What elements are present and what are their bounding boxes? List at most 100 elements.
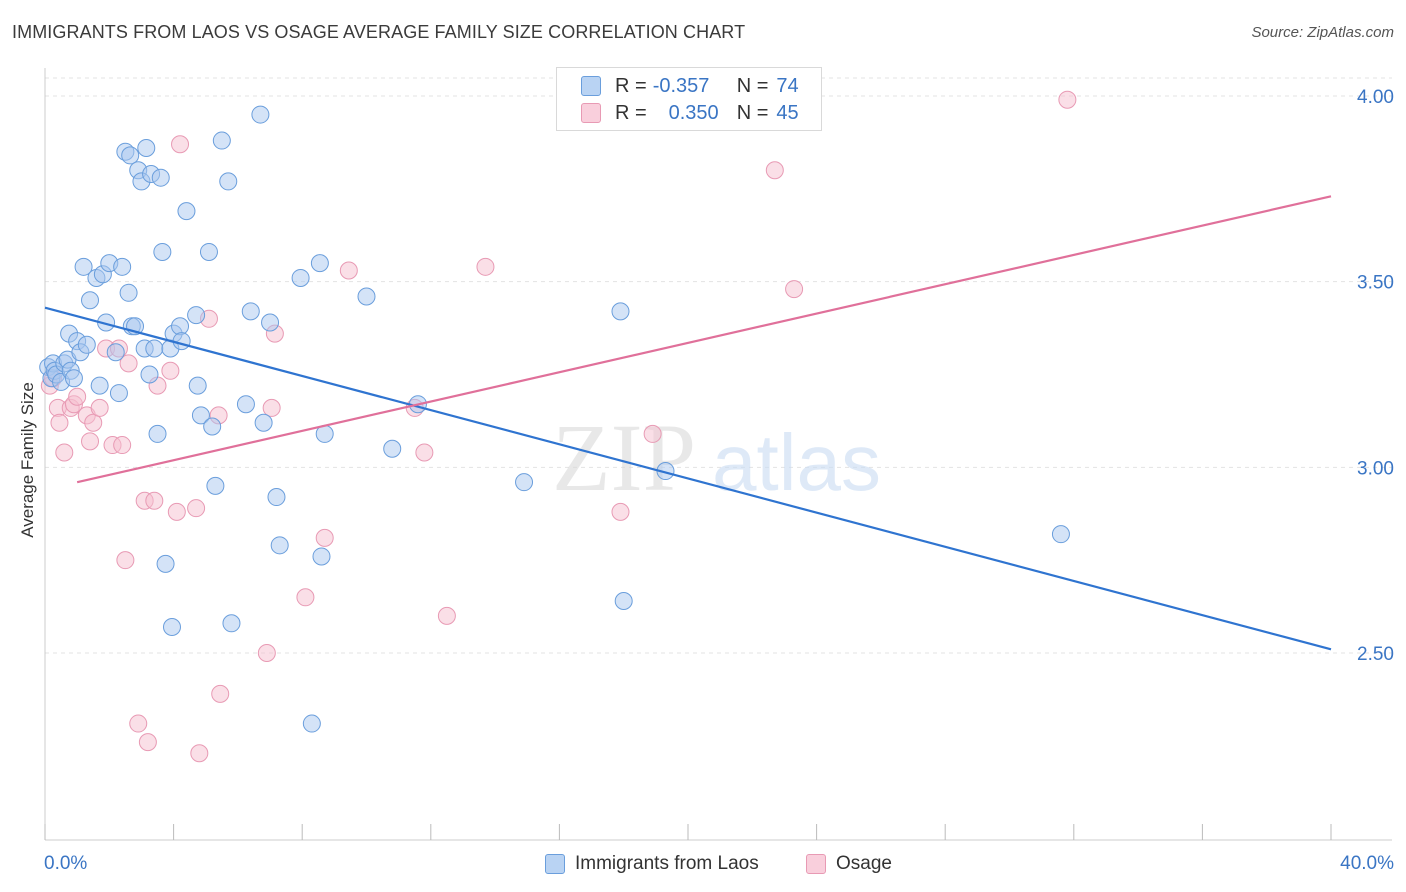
laos-point [106, 343, 125, 362]
laos-point [611, 302, 630, 321]
legend-r-value: -0.357 [652, 74, 710, 97]
laos-point [219, 172, 238, 191]
watermark: ZIP atlas [552, 404, 881, 511]
laos-point [188, 376, 207, 395]
laos-point [291, 268, 310, 287]
legend-n-value: 74 [776, 74, 799, 97]
osage-point [296, 588, 315, 607]
y-axis-label: Average Family Size [18, 382, 37, 538]
laos-point [206, 476, 225, 495]
y-tick-label: 4.00 [1357, 87, 1394, 108]
laos-point [515, 473, 534, 492]
osage-point [611, 502, 630, 521]
bottom-legend-swatch-blue [545, 854, 565, 874]
osage-point [171, 135, 190, 154]
laos-point [148, 424, 167, 443]
legend-r-value: 0.350 [668, 101, 719, 124]
watermark-atlas: atlas [712, 418, 881, 507]
y-tick-label: 3.00 [1357, 458, 1394, 479]
laos-point [113, 257, 132, 276]
laos-point [312, 547, 331, 566]
laos-point [153, 242, 172, 261]
laos-point [64, 369, 83, 388]
laos-point [261, 313, 280, 332]
osage-point [55, 443, 74, 462]
osage-point [415, 443, 434, 462]
y-tick-label: 2.50 [1357, 644, 1394, 665]
correlation-legend: R = -0.357 N = 74 R = 0.350 N = 45 [556, 67, 822, 131]
laos-point [109, 384, 128, 403]
x-tick-label-start: 0.0% [44, 853, 87, 874]
bottom-legend-swatch-pink [806, 854, 826, 874]
laos-point [241, 302, 260, 321]
legend-row-laos: R = -0.357 N = 74 [581, 74, 799, 98]
legend-r-label: R = [615, 101, 647, 124]
laos-point [191, 406, 210, 425]
laos-point [302, 714, 321, 733]
laos-point [137, 138, 156, 157]
laos-point [267, 488, 286, 507]
osage-point [161, 361, 180, 380]
osage-point [765, 161, 784, 180]
legend-r-label: R = [615, 74, 647, 97]
osage-point [167, 502, 186, 521]
osage-point [90, 398, 109, 417]
osage-point [257, 644, 276, 662]
osage-point [116, 551, 135, 570]
laos-point [140, 365, 159, 384]
laos-point [383, 439, 402, 458]
laos-point [156, 554, 175, 573]
laos-point [212, 131, 231, 150]
laos-point [90, 376, 109, 395]
osage-point [81, 432, 100, 451]
grid-lines [45, 77, 1392, 654]
trend-lines [44, 195, 1332, 651]
x-tick-labels: 0.0% 40.0% [44, 853, 1394, 874]
osage-point [50, 413, 69, 432]
laos-point [614, 592, 633, 611]
y-tick-label: 3.50 [1357, 273, 1394, 294]
osage-point [339, 261, 358, 280]
osage-point [643, 424, 662, 443]
laos-points [39, 105, 1070, 733]
legend-row-osage: R = 0.350 N = 45 [581, 101, 799, 125]
osage-point [129, 714, 148, 733]
laos-point [151, 168, 170, 187]
osage-point [113, 436, 132, 455]
osage-point [190, 744, 209, 763]
laos-point [203, 417, 222, 436]
y-tick-labels: 2.50 3.00 3.50 4.00 [1357, 87, 1394, 665]
osage-point [476, 257, 495, 276]
laos-point [199, 242, 218, 261]
x-tick-label-end: 40.0% [1340, 853, 1394, 874]
laos-point [177, 202, 196, 221]
osage-trend-line [76, 195, 1332, 484]
osage-point [785, 280, 804, 299]
laos-point [81, 291, 100, 310]
laos-point [222, 614, 241, 633]
legend-n-value: 45 [776, 101, 799, 124]
laos-point [145, 339, 164, 358]
bottom-legend-osage: Osage [806, 852, 892, 876]
source-attribution: Source: ZipAtlas.com [1251, 24, 1394, 41]
laos-point [172, 332, 191, 351]
laos-point [236, 395, 255, 414]
axes [44, 68, 1392, 841]
laos-point [310, 254, 329, 273]
laos-point [357, 287, 376, 306]
osage-point [84, 413, 103, 432]
legend-n-label: N = [736, 101, 769, 124]
osage-point [68, 387, 87, 406]
bottom-legend-label-osage: Osage [836, 853, 892, 874]
laos-point [77, 335, 96, 354]
legend-swatch-blue [581, 76, 601, 96]
osage-point [262, 398, 281, 417]
laos-point [119, 283, 138, 302]
osage-point [211, 684, 230, 703]
laos-trend-line [44, 306, 1332, 651]
laos-point [162, 618, 181, 637]
laos-point [1051, 525, 1070, 544]
laos-point [251, 105, 270, 124]
osage-points [40, 90, 1077, 763]
